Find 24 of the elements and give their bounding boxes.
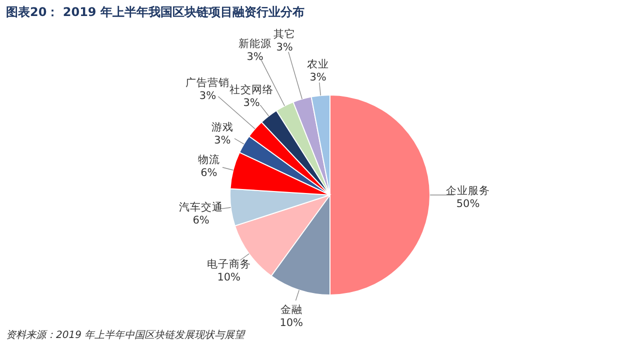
slice-label: 企业服务 (446, 184, 490, 197)
chart-title: 图表20： 2019 年上半年我国区块链项目融资行业分布 (6, 5, 304, 19)
data-label: 3% (243, 96, 260, 109)
data-label: 50% (456, 198, 480, 210)
data-label: 3% (199, 90, 216, 102)
slice-label: 社交网络 (230, 82, 274, 96)
slice-label: 汽车交通 (179, 200, 224, 214)
slice-label: 电子商务 (206, 257, 251, 270)
slice-label: 其它 (274, 27, 296, 40)
data-label: 10% (217, 271, 241, 284)
slice-label: 金融 (280, 304, 302, 316)
slice-label: 物流 (198, 152, 220, 166)
data-label: 3% (246, 50, 264, 63)
data-label: 6% (192, 214, 210, 226)
text: 资料来源：2019 年上半年中国区块链发展现状与展望 (6, 329, 247, 341)
data-label: 3% (214, 134, 231, 146)
data-label: 3% (276, 41, 293, 54)
slice-label: 农业 (307, 58, 330, 71)
slice-label: 广告营销 (186, 76, 230, 90)
data-label: 10% (280, 316, 304, 329)
slice-label: 游戏 (211, 120, 234, 134)
slice-label: 新能源 (238, 36, 272, 50)
data-label: 3% (310, 72, 326, 84)
data-label: 6% (200, 166, 218, 179)
